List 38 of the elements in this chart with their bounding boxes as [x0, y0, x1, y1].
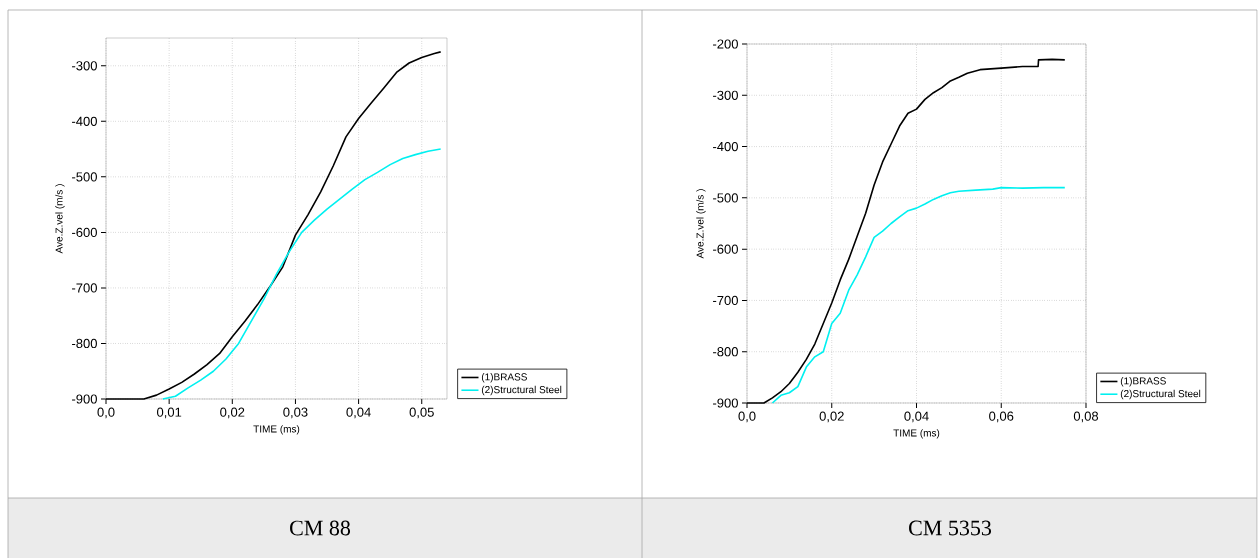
y-tick-label: -300 — [72, 61, 97, 71]
y-tick-label: -800 — [72, 338, 97, 349]
legend-label: (2)Structural Steel — [1120, 389, 1201, 400]
y-tick-label: -500 — [713, 193, 738, 203]
y-tick-label: -500 — [72, 172, 97, 182]
y-tick-label: -900 — [713, 398, 738, 408]
line-series — [771, 186, 1066, 404]
legend-label: (1)BRASS — [481, 373, 527, 383]
x-tick-label: 0,02 — [819, 411, 844, 423]
x-tick-label: 0,05 — [409, 407, 434, 419]
x-tick-label: 0,06 — [989, 411, 1014, 423]
y-tick-label: -700 — [72, 283, 97, 293]
y-tick-label: -700 — [713, 295, 738, 306]
x-tick-label: 0,02 — [220, 407, 245, 419]
x-tick-label: 0,04 — [346, 407, 371, 419]
x-tick-label: 0,01 — [157, 407, 182, 419]
y-axis-title: Ave.Z.vel (m/s ) — [55, 184, 65, 254]
y-tick-label: -300 — [713, 90, 738, 100]
y-tick-label: -400 — [713, 141, 738, 152]
text: CM 88 — [290, 520, 351, 536]
x-axis-title: TIME (ms) — [253, 425, 300, 435]
line-series — [105, 51, 442, 400]
y-tick-label: -600 — [713, 244, 738, 254]
y-tick-label: -800 — [713, 347, 738, 357]
x-axis-title: TIME (ms) — [893, 429, 940, 439]
y-axis-title: Ave.Z.vel (m/s ) — [696, 189, 706, 259]
y-tick-label: -600 — [72, 227, 97, 237]
x-tick-label: 0,04 — [904, 411, 929, 423]
x-tick-label: 0,0 — [738, 411, 756, 423]
legend-label: (1)BRASS — [1120, 377, 1166, 387]
x-tick-label: 0,03 — [283, 407, 308, 419]
y-tick-label: -200 — [713, 39, 738, 49]
y-tick-label: -900 — [72, 394, 97, 404]
y-tick-label: -400 — [72, 116, 97, 126]
x-tick-label: 0,0 — [97, 407, 115, 419]
text: CM 5353 — [909, 520, 992, 536]
x-tick-label: 0,08 — [1073, 411, 1099, 423]
legend-label: (2)Structural Steel — [481, 385, 562, 396]
